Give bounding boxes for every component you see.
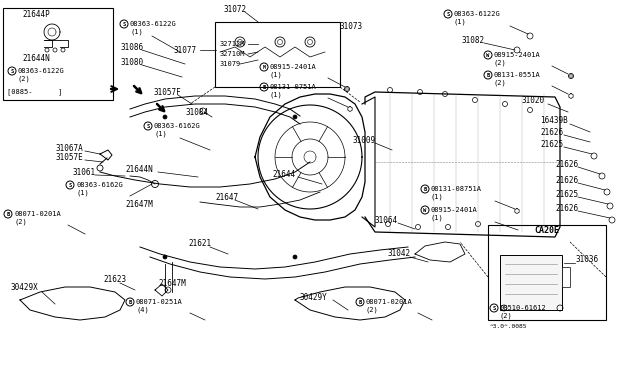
Text: 21626: 21626 (555, 160, 578, 169)
Text: (1): (1) (130, 29, 143, 35)
Text: 21644N: 21644N (22, 54, 50, 62)
Text: 31042: 31042 (388, 250, 411, 259)
Text: 08363-6162G: 08363-6162G (154, 123, 201, 129)
Text: B: B (129, 299, 132, 305)
Text: 08131-08751A: 08131-08751A (431, 186, 482, 192)
Text: B: B (424, 186, 427, 192)
Text: 31072: 31072 (224, 4, 247, 13)
Text: (1): (1) (270, 72, 283, 78)
Text: 21647M: 21647M (125, 199, 153, 208)
Text: 21626: 21626 (540, 128, 563, 137)
Text: 21644P: 21644P (22, 10, 50, 19)
Text: 08071-0251A: 08071-0251A (136, 299, 183, 305)
Text: W: W (424, 208, 427, 212)
Text: 08915-2401A: 08915-2401A (494, 52, 541, 58)
Text: (1): (1) (431, 194, 444, 200)
Text: 31057E: 31057E (55, 153, 83, 161)
Circle shape (293, 255, 297, 259)
Circle shape (163, 255, 167, 259)
Text: 21644: 21644 (272, 170, 295, 179)
Text: W: W (486, 52, 490, 58)
Text: (1): (1) (454, 19, 467, 25)
Text: 21623: 21623 (103, 276, 126, 285)
Bar (500, 255, 562, 310)
Text: 31036: 31036 (576, 256, 599, 264)
Text: (2): (2) (17, 76, 29, 82)
Text: S: S (122, 22, 125, 26)
Text: 31064: 31064 (375, 215, 398, 224)
Text: 08071-0201A: 08071-0201A (14, 211, 61, 217)
Circle shape (293, 115, 297, 119)
Text: 08071-0201A: 08071-0201A (366, 299, 413, 305)
Text: 32710M: 32710M (220, 51, 246, 57)
Bar (3, 8, 113, 100)
Text: 16439B: 16439B (540, 115, 568, 125)
Text: 08363-6122G: 08363-6122G (17, 68, 64, 74)
Text: (2): (2) (494, 60, 507, 66)
Text: S: S (10, 68, 13, 74)
Text: [0885-      ]: [0885- ] (7, 89, 62, 95)
Text: (1): (1) (76, 190, 89, 196)
Text: 08131-0551A: 08131-0551A (494, 72, 541, 78)
Text: 21644N: 21644N (125, 164, 153, 173)
Bar (562, 267, 570, 287)
Text: 31086: 31086 (120, 42, 143, 51)
Text: (1): (1) (154, 131, 167, 137)
Text: (2): (2) (500, 313, 513, 319)
Text: S: S (492, 305, 495, 311)
Bar (215, 22, 340, 87)
Text: 21647: 21647 (215, 192, 238, 202)
Text: B: B (358, 299, 362, 305)
Text: 30429Y: 30429Y (300, 292, 328, 301)
Text: (2): (2) (494, 80, 507, 86)
Text: CA20E: CA20E (534, 225, 559, 234)
Text: 21625: 21625 (555, 189, 578, 199)
Text: 31079: 31079 (220, 61, 241, 67)
Text: 32712M: 32712M (220, 41, 246, 47)
Text: 08363-6122G: 08363-6122G (130, 21, 177, 27)
Text: 31080: 31080 (120, 58, 143, 67)
Text: (2): (2) (366, 307, 379, 313)
Text: 08363-6122G: 08363-6122G (454, 11, 500, 17)
Text: ^3.0^.0085: ^3.0^.0085 (490, 324, 527, 328)
Text: 31084: 31084 (185, 108, 208, 116)
Text: 21626: 21626 (555, 176, 578, 185)
Text: 08363-6162G: 08363-6162G (76, 182, 123, 188)
Text: 21647M: 21647M (158, 279, 186, 289)
Text: S: S (446, 12, 450, 16)
Text: 30429X: 30429X (10, 283, 38, 292)
Text: 31067A: 31067A (55, 144, 83, 153)
Text: 31061: 31061 (72, 167, 95, 176)
Text: 08131-0751A: 08131-0751A (270, 84, 317, 90)
Text: 21621: 21621 (188, 240, 211, 248)
Text: 08510-61612: 08510-61612 (500, 305, 547, 311)
Text: 08915-2401A: 08915-2401A (431, 207, 477, 213)
Circle shape (163, 115, 167, 119)
Text: 21626: 21626 (555, 203, 578, 212)
Text: M: M (262, 64, 266, 70)
Text: 31077: 31077 (173, 45, 196, 55)
Text: 31082: 31082 (462, 35, 485, 45)
Text: 08915-2401A: 08915-2401A (270, 64, 317, 70)
Text: B: B (6, 212, 10, 217)
Text: (1): (1) (431, 215, 444, 221)
Bar (488, 225, 606, 320)
Text: S: S (68, 183, 72, 187)
Text: 21625: 21625 (540, 140, 563, 148)
Text: S: S (147, 124, 150, 128)
Text: B: B (262, 84, 266, 90)
Text: B: B (486, 73, 490, 77)
Text: 31057F: 31057F (153, 87, 180, 96)
Text: (2): (2) (14, 219, 27, 225)
Text: (1): (1) (270, 92, 283, 98)
Text: (4): (4) (136, 307, 148, 313)
Text: 31009: 31009 (353, 135, 376, 144)
Text: 31020: 31020 (522, 96, 545, 105)
Text: 31073: 31073 (340, 22, 363, 31)
